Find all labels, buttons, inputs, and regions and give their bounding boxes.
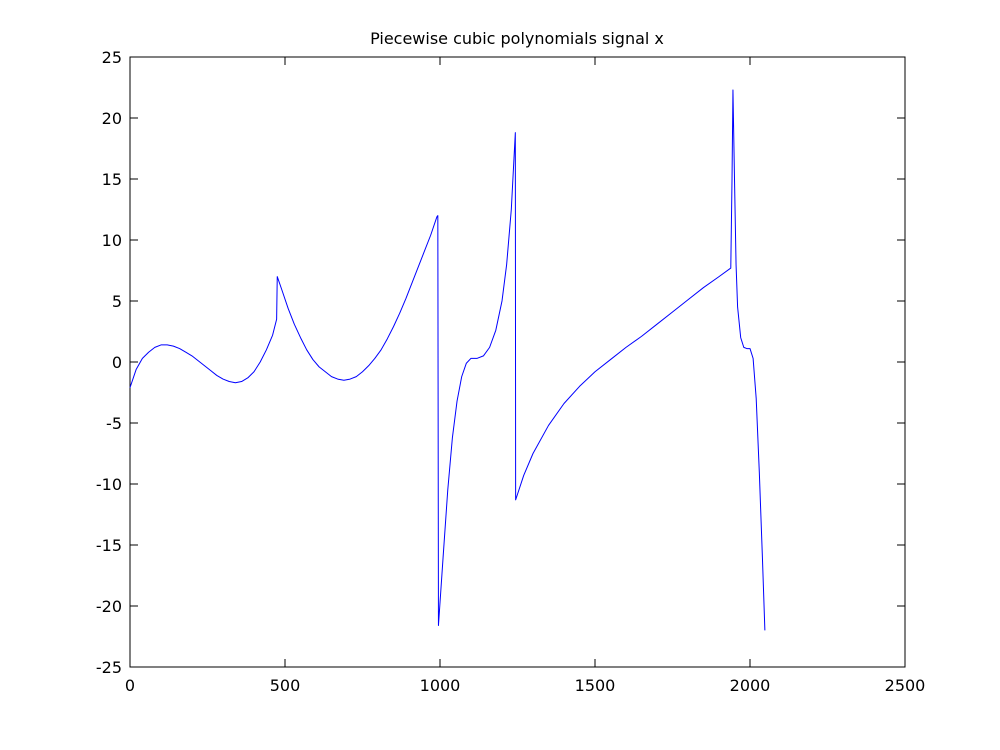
y-tick-label: 25 — [102, 48, 122, 67]
y-tick-label: 5 — [112, 292, 122, 311]
x-tick-label: 500 — [270, 676, 301, 695]
x-tick-label: 2000 — [730, 676, 771, 695]
plot-area — [129, 56, 906, 668]
y-tick-label: -20 — [96, 597, 122, 616]
series-group — [129, 89, 766, 631]
y-tick-label: 0 — [112, 353, 122, 372]
y-tick-label: -10 — [96, 475, 122, 494]
y-axis-ticks: 25 20 15 10 5 0 -5 -10 -15 -20 -25 — [96, 48, 905, 677]
chart-title: Piecewise cubic polynomials signal x — [370, 29, 664, 48]
y-tick-label: -15 — [96, 536, 122, 555]
x-tick-label: 2500 — [885, 676, 926, 695]
x-tick-label: 0 — [125, 676, 135, 695]
y-tick-label: 15 — [102, 170, 122, 189]
x-tick-label: 1500 — [575, 676, 616, 695]
x-tick-label: 1000 — [420, 676, 461, 695]
signal-line — [129, 89, 766, 631]
y-tick-label: 10 — [102, 231, 122, 250]
plot-frame — [129, 56, 906, 668]
x-axis-ticks: 0 500 1000 1500 2000 2500 — [125, 57, 925, 695]
y-tick-label: -25 — [96, 658, 122, 677]
y-tick-label: -5 — [106, 414, 122, 433]
y-tick-label: 20 — [102, 109, 122, 128]
